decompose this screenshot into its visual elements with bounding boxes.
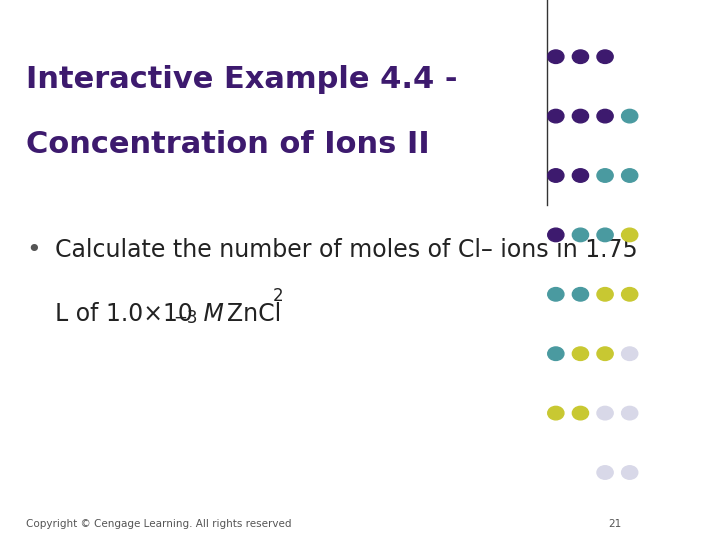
- Circle shape: [597, 347, 613, 361]
- Text: •: •: [26, 238, 40, 261]
- Circle shape: [597, 407, 613, 420]
- Circle shape: [621, 347, 638, 361]
- Circle shape: [621, 168, 638, 183]
- Circle shape: [572, 109, 588, 123]
- Text: L of 1.0×10: L of 1.0×10: [55, 302, 193, 326]
- Circle shape: [597, 228, 613, 242]
- Circle shape: [621, 287, 638, 301]
- Text: Copyright © Cengage Learning. All rights reserved: Copyright © Cengage Learning. All rights…: [26, 519, 292, 529]
- Circle shape: [548, 287, 564, 301]
- Circle shape: [597, 287, 613, 301]
- Text: 2: 2: [273, 287, 284, 305]
- Text: 21: 21: [608, 519, 622, 529]
- Circle shape: [548, 168, 564, 183]
- Circle shape: [621, 465, 638, 480]
- Circle shape: [572, 347, 588, 361]
- Circle shape: [548, 109, 564, 123]
- Circle shape: [572, 168, 588, 183]
- Circle shape: [597, 465, 613, 480]
- Text: Interactive Example 4.4 -: Interactive Example 4.4 -: [26, 65, 457, 94]
- Text: Concentration of Ions II: Concentration of Ions II: [26, 130, 430, 159]
- Circle shape: [597, 168, 613, 183]
- Circle shape: [548, 347, 564, 361]
- Text: ZnCl: ZnCl: [227, 302, 281, 326]
- Circle shape: [572, 287, 588, 301]
- Circle shape: [621, 228, 638, 242]
- Circle shape: [597, 109, 613, 123]
- Text: −3: −3: [173, 309, 197, 327]
- Circle shape: [621, 109, 638, 123]
- Text: M: M: [197, 302, 232, 326]
- Circle shape: [572, 228, 588, 242]
- Circle shape: [597, 50, 613, 63]
- Circle shape: [548, 407, 564, 420]
- Circle shape: [572, 50, 588, 63]
- Text: Calculate the number of moles of Cl– ions in 1.75: Calculate the number of moles of Cl– ion…: [55, 238, 638, 261]
- Circle shape: [548, 50, 564, 63]
- Circle shape: [621, 407, 638, 420]
- Circle shape: [548, 228, 564, 242]
- Circle shape: [572, 407, 588, 420]
